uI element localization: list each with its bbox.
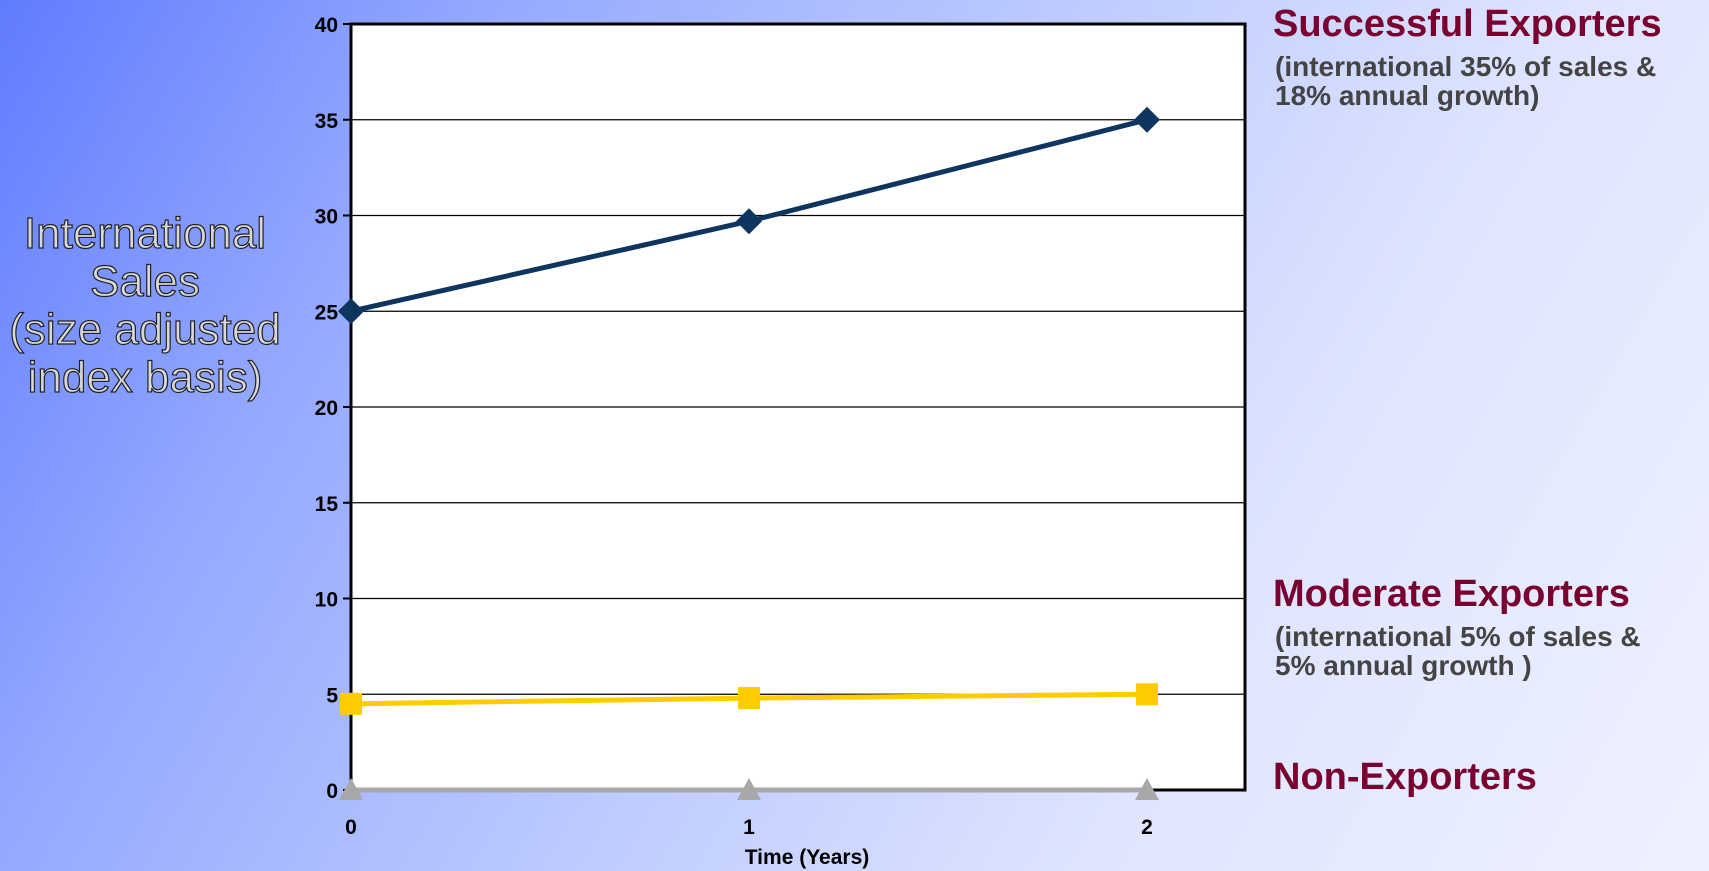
x-tick-label: 1 xyxy=(743,816,755,839)
y-tick-label: 5 xyxy=(326,684,338,707)
y-tick-label: 25 xyxy=(315,301,339,324)
y-tick-label: 0 xyxy=(326,780,338,803)
y-tick-label: 15 xyxy=(315,493,339,516)
annotation-successful-exporters-detail: (international 35% of sales & 18% annual… xyxy=(1275,51,1657,111)
y-tick-label: 10 xyxy=(315,589,338,612)
y-axis-label: International Sales (size adjusted index… xyxy=(9,209,282,402)
data-point xyxy=(1136,683,1158,706)
annotation-moderate-exporters-title: Moderate Exporters xyxy=(1273,573,1630,615)
x-axis-label: Time (Years) xyxy=(745,846,870,869)
y-tick-label: 30 xyxy=(315,206,338,229)
data-point xyxy=(338,298,364,325)
data-point xyxy=(1135,778,1159,800)
data-point xyxy=(339,778,363,800)
annotation-successful-exporters-title: Successful Exporters xyxy=(1273,3,1662,45)
annotation-moderate-exporters-detail: (international 5% of sales & 5% annual g… xyxy=(1275,621,1641,681)
y-tick-label: 20 xyxy=(315,397,338,420)
y-tick-labels: 0 5 10 15 20 25 30 35 40 xyxy=(315,14,351,803)
y-tick-label: 40 xyxy=(315,14,338,37)
data-point xyxy=(340,692,362,715)
data-point xyxy=(738,687,760,710)
series-group xyxy=(338,106,1160,800)
data-point xyxy=(737,778,761,800)
x-tick-label: 0 xyxy=(345,816,357,839)
data-point xyxy=(1134,106,1160,133)
x-tick-label: 2 xyxy=(1141,816,1153,839)
annotation-non-exporters-title: Non-Exporters xyxy=(1273,756,1537,798)
data-point xyxy=(736,208,762,235)
y-tick-label: 35 xyxy=(315,110,339,133)
